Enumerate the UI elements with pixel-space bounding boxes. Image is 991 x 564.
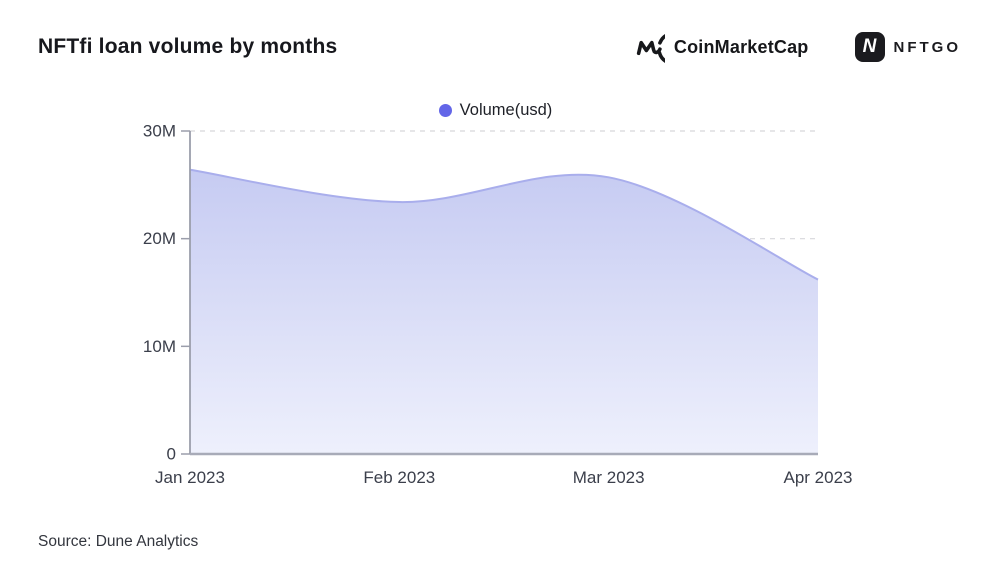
source-note: Source: Dune Analytics (38, 533, 199, 550)
chart-legend: Volume(usd) (0, 101, 991, 120)
x-tick-label: Apr 2023 (784, 468, 853, 487)
area-fill (190, 169, 818, 454)
y-tick-label: 0 (167, 445, 176, 464)
coinmarketcap-wordmark: CoinMarketCap (673, 36, 809, 57)
nftgo-wordmark: NFTGO (893, 38, 961, 56)
nftgo-icon: N (854, 32, 885, 62)
axis-labels: 0 10M 20M 30M Jan 2023 Feb 2023 Mar 2023 Apr 20… (143, 122, 853, 488)
y-tick-label: 20M (143, 229, 176, 248)
coinmarketcap-icon (636, 33, 665, 63)
logo-group: CoinMarketCap N NFTGO (628, 29, 961, 66)
x-tick-label: Jan 2023 (155, 468, 225, 487)
axes (181, 130, 818, 456)
legend-label: Volume(usd) (459, 101, 553, 119)
coinmarketcap-logo: CoinMarketCap (628, 29, 809, 66)
area-line (189, 168, 819, 281)
page-title: NFTfi loan volume by months (38, 35, 338, 58)
header: NFTfi loan volume by months CoinMarketCa… (38, 26, 961, 68)
y-tick-label: 10M (143, 337, 176, 356)
x-tick-label: Feb 2023 (363, 468, 435, 487)
nftgo-logo: N NFTGO (854, 32, 962, 62)
y-tick-label: 30M (143, 122, 176, 141)
legend-dot-icon (438, 104, 452, 117)
series (189, 168, 819, 454)
x-tick-label: Mar 2023 (573, 468, 645, 487)
